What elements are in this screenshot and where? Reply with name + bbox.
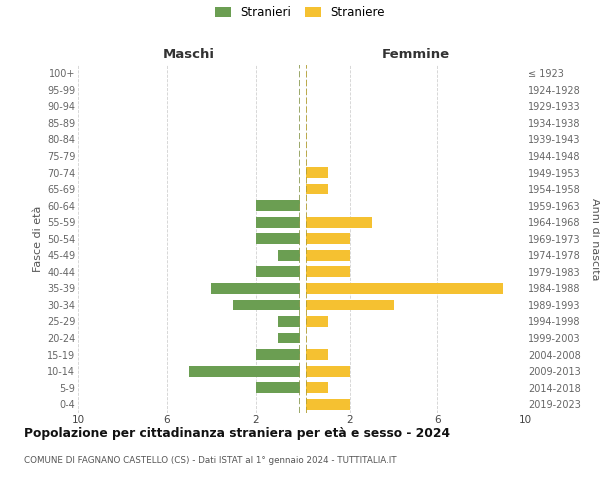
Text: COMUNE DI FAGNANO CASTELLO (CS) - Dati ISTAT al 1° gennaio 2024 - TUTTITALIA.IT: COMUNE DI FAGNANO CASTELLO (CS) - Dati I…	[24, 456, 397, 465]
Bar	[278, 316, 300, 327]
Bar	[278, 250, 300, 260]
Bar	[278, 332, 300, 344]
Y-axis label: Anni di nascita: Anni di nascita	[590, 198, 600, 280]
Bar	[306, 250, 350, 260]
Legend: Stranieri, Straniere: Stranieri, Straniere	[215, 6, 385, 19]
Title: Maschi: Maschi	[163, 48, 215, 61]
Bar	[189, 366, 300, 376]
Bar	[306, 234, 350, 244]
Bar	[306, 316, 328, 327]
Bar	[211, 283, 300, 294]
Bar	[256, 234, 300, 244]
Bar	[306, 366, 350, 376]
Bar	[233, 300, 300, 310]
Bar	[306, 349, 328, 360]
Bar	[256, 217, 300, 228]
Title: Femmine: Femmine	[382, 48, 449, 61]
Bar	[306, 399, 350, 409]
Bar	[256, 382, 300, 393]
Bar	[306, 217, 372, 228]
Bar	[256, 349, 300, 360]
Bar	[306, 184, 328, 194]
Bar	[306, 167, 328, 178]
Bar	[256, 200, 300, 211]
Text: Popolazione per cittadinanza straniera per età e sesso - 2024: Popolazione per cittadinanza straniera p…	[24, 428, 450, 440]
Bar	[306, 382, 328, 393]
Bar	[306, 283, 503, 294]
Bar	[256, 266, 300, 277]
Bar	[306, 266, 350, 277]
Y-axis label: Fasce di età: Fasce di età	[32, 206, 43, 272]
Bar	[306, 300, 394, 310]
